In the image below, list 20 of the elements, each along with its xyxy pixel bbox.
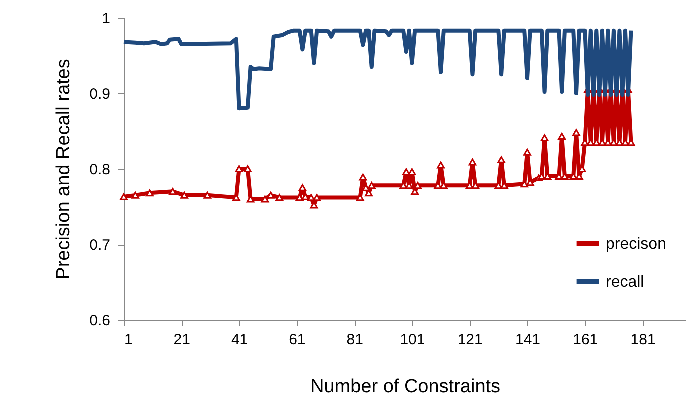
x-tick-label: 21 [174,332,190,348]
y-tick-label: 0.8 [90,162,110,178]
y-axis-title: Precision and Recall rates [54,59,75,280]
x-tick-label: 61 [289,332,306,348]
x-tick-label: 161 [573,332,598,348]
x-axis-title: Number of Constraints [310,376,501,398]
x-tick-label: 181 [630,332,656,348]
y-tick-label: 0.6 [90,312,110,330]
legend-label: recall [606,274,644,291]
x-tick-label: 41 [231,332,248,348]
y-tick-label: 0.7 [90,237,110,254]
x-tick-label: 121 [458,332,483,348]
y-tick-label: 0.9 [90,86,110,103]
x-tick-label: 1 [124,332,133,348]
x-tick-label: 81 [346,332,364,348]
x-tick-label: 101 [400,332,426,348]
line-series [122,28,634,111]
y-tick-label: 1 [102,10,110,28]
x-tick-label: 141 [515,332,541,348]
legend-label: precison [606,236,666,253]
